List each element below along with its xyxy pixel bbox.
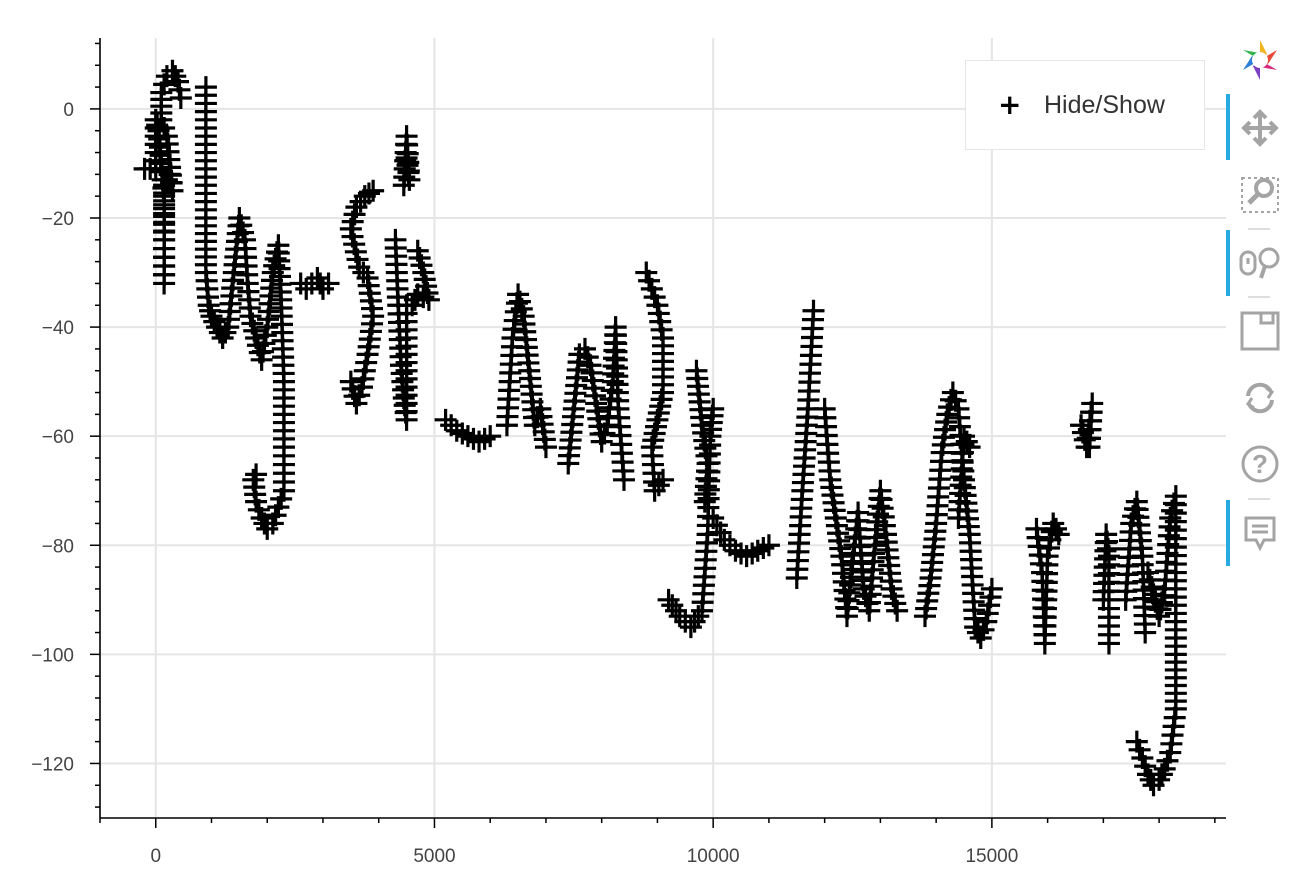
data-point-marker bbox=[169, 87, 192, 109]
data-point-marker bbox=[479, 425, 502, 448]
y-tick-label: −60 bbox=[42, 427, 74, 448]
pan-active-indicator bbox=[1226, 94, 1230, 160]
data-point-marker bbox=[953, 425, 976, 448]
data-point-marker bbox=[1078, 436, 1101, 459]
data-point-marker bbox=[473, 427, 496, 450]
data-point-marker bbox=[395, 147, 418, 169]
pan-icon[interactable] bbox=[1236, 102, 1284, 154]
toolbar-separator bbox=[1248, 228, 1270, 230]
toolbar-separator bbox=[1248, 498, 1270, 500]
data-point-marker bbox=[242, 468, 265, 491]
axes: 0 5000 10000 15000 0 −20 −40 −60 −80 −100 −120 bbox=[31, 38, 1226, 867]
data-point-marker bbox=[693, 490, 716, 513]
data-point-marker bbox=[724, 539, 747, 562]
toolbar-separator bbox=[1248, 296, 1270, 298]
data-point-marker bbox=[668, 605, 691, 628]
y-tick-label: −120 bbox=[31, 754, 74, 775]
data-point-marker bbox=[757, 534, 780, 557]
data-point-marker bbox=[440, 414, 463, 437]
data-point-marker bbox=[200, 305, 223, 328]
data-point-marker bbox=[746, 539, 769, 562]
toolbar: ? bbox=[1226, 30, 1292, 590]
data-points bbox=[133, 59, 1187, 797]
data-point-marker bbox=[612, 468, 635, 491]
data-point-marker bbox=[451, 422, 474, 445]
data-point-marker bbox=[306, 267, 329, 289]
data-point-marker bbox=[352, 261, 375, 284]
y-tick-label: −100 bbox=[31, 645, 74, 666]
data-point-marker bbox=[403, 288, 426, 311]
data-point-marker bbox=[1134, 621, 1157, 644]
reset-icon[interactable] bbox=[1236, 372, 1284, 424]
data-point-marker bbox=[652, 468, 674, 491]
data-point-marker bbox=[245, 463, 268, 486]
data-point-marker bbox=[357, 182, 380, 205]
svg-text:?: ? bbox=[1252, 449, 1268, 479]
data-point-marker bbox=[468, 430, 491, 453]
data-point-marker bbox=[434, 408, 457, 431]
data-point-marker bbox=[802, 299, 825, 322]
data-point-marker bbox=[1042, 512, 1065, 535]
data-point-marker bbox=[713, 528, 736, 551]
legend-cross-glyph: + bbox=[998, 88, 1022, 121]
data-point-marker bbox=[1097, 632, 1120, 655]
grid-lines bbox=[100, 38, 1226, 818]
data-point-marker bbox=[886, 599, 909, 622]
data-point-marker bbox=[211, 327, 234, 349]
wheel-zoom-active-indicator bbox=[1226, 230, 1230, 296]
hover-active-indicator bbox=[1226, 500, 1230, 566]
x-tick-label: 5000 bbox=[413, 846, 455, 867]
data-point-marker bbox=[161, 59, 184, 82]
data-point-marker bbox=[735, 545, 758, 568]
box-zoom-icon[interactable] bbox=[1236, 166, 1284, 218]
data-point-marker bbox=[1153, 757, 1176, 780]
data-point-marker bbox=[718, 534, 741, 557]
y-tick-label: −80 bbox=[42, 536, 74, 557]
data-point-marker bbox=[1047, 523, 1070, 546]
data-point-marker bbox=[456, 425, 479, 448]
data-point-marker bbox=[647, 474, 670, 497]
data-point-marker bbox=[1142, 774, 1165, 797]
y-tick-label: −20 bbox=[42, 209, 74, 230]
data-point-marker bbox=[164, 65, 187, 88]
wheel-zoom-icon[interactable] bbox=[1236, 236, 1284, 288]
data-point-marker bbox=[1139, 768, 1162, 791]
data-point-marker bbox=[406, 283, 429, 306]
data-point-marker bbox=[955, 430, 978, 453]
y-tick-label: 0 bbox=[63, 100, 74, 121]
data-point-marker bbox=[256, 517, 279, 540]
data-point-marker bbox=[311, 277, 334, 300]
data-point-marker bbox=[253, 512, 276, 535]
bokeh-logo-icon[interactable] bbox=[1236, 34, 1284, 86]
data-point-marker bbox=[665, 599, 688, 622]
y-tick-label: −40 bbox=[42, 318, 74, 339]
data-point-marker bbox=[741, 542, 764, 565]
hover-icon[interactable] bbox=[1236, 506, 1284, 558]
data-point-marker bbox=[958, 436, 981, 459]
data-point-marker bbox=[980, 577, 1003, 600]
data-point-marker bbox=[401, 294, 424, 317]
legend-label[interactable]: Hide/Show bbox=[1044, 90, 1165, 119]
save-icon[interactable] bbox=[1236, 305, 1284, 357]
data-point-marker bbox=[752, 537, 775, 559]
data-point-marker bbox=[534, 436, 557, 459]
x-tick-label: 10000 bbox=[687, 846, 740, 867]
data-point-marker bbox=[1044, 517, 1067, 540]
x-tick-label: 0 bbox=[150, 846, 161, 867]
data-point-marker bbox=[214, 321, 237, 344]
x-tick-label: 15000 bbox=[965, 846, 1018, 867]
data-point-marker bbox=[445, 419, 468, 442]
help-icon[interactable]: ? bbox=[1236, 438, 1284, 490]
data-point-marker bbox=[203, 310, 226, 333]
data-point-marker bbox=[687, 605, 710, 628]
data-point-marker bbox=[317, 272, 340, 295]
data-point-marker bbox=[1125, 730, 1148, 753]
legend[interactable]: + Hide/Show bbox=[965, 60, 1205, 150]
data-point-marker bbox=[155, 168, 178, 191]
data-point-marker bbox=[362, 179, 385, 202]
